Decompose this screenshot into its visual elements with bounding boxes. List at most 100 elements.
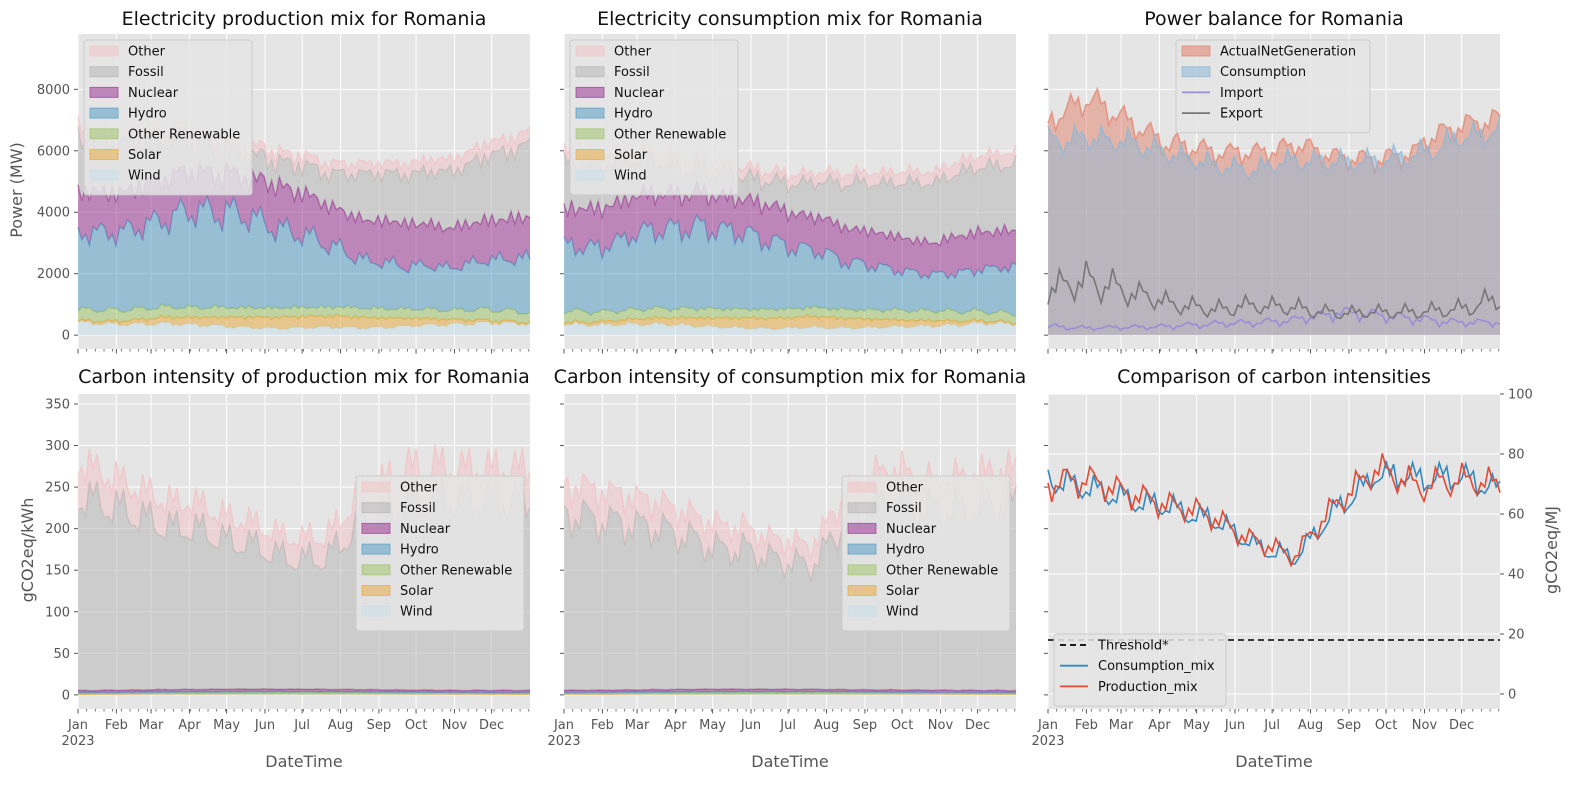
x-tick-label: Mar xyxy=(1109,718,1134,733)
y-tick-label: 2000 xyxy=(37,267,70,282)
line-consumption xyxy=(1047,114,1501,181)
x-tick-label: Mar xyxy=(139,718,164,733)
legend-label-fossil: Fossil xyxy=(128,65,164,80)
y-tick-label: 100 xyxy=(1508,388,1533,403)
ylabel-ci-right: gCO2eq/MJ xyxy=(1542,506,1561,594)
line-consumption-mix xyxy=(1047,459,1501,565)
legend-label-solar: Solar xyxy=(614,148,648,163)
legend-3 xyxy=(355,475,525,632)
x-tick-label: Mar xyxy=(625,718,650,733)
legend-swatch-wind xyxy=(575,169,605,181)
x-tick-label: Dec xyxy=(1449,718,1474,733)
y-tick-label: 250 xyxy=(45,481,70,496)
area-wind xyxy=(564,321,1016,336)
x-tick-label: Jun xyxy=(740,718,761,733)
y-tick-label: 200 xyxy=(45,522,70,537)
legend-label-hydro: Hydro xyxy=(614,107,653,122)
x-tick-label: Oct xyxy=(891,718,913,733)
y-tick-label: 50 xyxy=(53,647,70,662)
area-other-renewable xyxy=(564,692,1016,695)
legend-label-actualnetgeneration: ActualNetGeneration xyxy=(1220,45,1356,60)
title-ci-consumption: Carbon intensity of consumption mix for … xyxy=(554,366,1027,388)
legend-label-other-renewable: Other Renewable xyxy=(886,563,998,578)
x-tick-label: Aug xyxy=(814,718,839,733)
legend-swatch-solar xyxy=(575,149,605,160)
x-tick-label: Dec xyxy=(479,718,504,733)
area-hydro xyxy=(564,691,1016,694)
y-tick-label: 40 xyxy=(1508,568,1525,583)
legend-label-nuclear: Nuclear xyxy=(128,86,179,101)
x-tick-label: Aug xyxy=(1298,718,1323,733)
legend-swatch-solar xyxy=(847,585,877,596)
legend-label-export: Export xyxy=(1220,107,1263,122)
x-tick-label: Nov xyxy=(928,718,954,733)
legend-label-hydro: Hydro xyxy=(886,543,925,558)
legend-2 xyxy=(1175,39,1371,134)
x-tick-label: Jan xyxy=(1037,718,1058,733)
legend-label-consumption-mix: Consumption_mix xyxy=(1098,659,1215,674)
area-consumption xyxy=(1048,115,1500,336)
area-hydro xyxy=(564,214,1016,317)
y-tick-label: 6000 xyxy=(37,144,70,159)
area-other-renewable xyxy=(78,692,530,695)
legend-label-threshold: Threshold* xyxy=(1097,639,1169,654)
legend-label-wind: Wind xyxy=(614,169,647,184)
line-actualnetgeneration xyxy=(1047,86,1501,176)
x-tick-label: 2023 xyxy=(61,734,94,749)
legend-swatch-fossil xyxy=(361,502,391,514)
x-tick-label: Nov xyxy=(442,718,468,733)
legend-1 xyxy=(569,39,739,196)
x-tick-label: Jun xyxy=(1224,718,1245,733)
line-production-mix xyxy=(1047,453,1501,568)
area-nuclear xyxy=(564,181,1016,279)
area-other-renewable xyxy=(78,303,530,325)
legend-label-fossil: Fossil xyxy=(614,65,650,80)
legend-swatch-actualnetgeneration xyxy=(1181,45,1211,57)
area-hydro xyxy=(78,196,530,315)
legend-label-wind: Wind xyxy=(400,605,433,620)
x-tick-label: Feb xyxy=(1075,718,1098,733)
xlabel-ci-production: DateTime xyxy=(265,752,342,771)
legend-label-other-renewable: Other Renewable xyxy=(128,127,240,142)
x-tick-label: Jul xyxy=(293,718,310,733)
x-tick-label: 2023 xyxy=(547,734,580,749)
legend-label-hydro: Hydro xyxy=(400,543,439,558)
y-tick-label: 100 xyxy=(45,605,70,620)
legend-swatch-other xyxy=(847,481,877,493)
legend-label-production-mix: Production_mix xyxy=(1098,680,1198,695)
line-export xyxy=(1047,260,1501,320)
legend-swatch-hydro xyxy=(361,543,391,555)
legend-label-other: Other xyxy=(886,481,924,496)
legend-swatch-solar xyxy=(361,585,391,596)
x-tick-label: Sep xyxy=(367,718,392,733)
y-tick-label: 0 xyxy=(1508,688,1516,703)
legend-label-fossil: Fossil xyxy=(886,501,922,516)
x-tick-label: Jun xyxy=(254,718,275,733)
y-tick-label: 20 xyxy=(1508,628,1525,643)
xlabel-ci-comparison: DateTime xyxy=(1235,752,1312,771)
y-tick-label: 80 xyxy=(1508,448,1525,463)
legend-swatch-other xyxy=(361,481,391,493)
title-ci-comparison: Comparison of carbon intensities xyxy=(1117,366,1431,388)
x-tick-label: Jan xyxy=(67,718,88,733)
legend-label-nuclear: Nuclear xyxy=(886,522,937,537)
legend-label-import: Import xyxy=(1220,86,1263,101)
x-tick-label: 2023 xyxy=(1031,734,1064,749)
line-import xyxy=(1047,306,1501,332)
x-tick-label: Apr xyxy=(664,718,687,733)
legend-5 xyxy=(1053,633,1227,707)
legend-swatch-nuclear xyxy=(575,86,605,98)
legend-label-hydro: Hydro xyxy=(128,107,167,122)
legend-4 xyxy=(841,475,1011,632)
y-tick-label: 350 xyxy=(45,397,70,412)
legend-label-other: Other xyxy=(614,45,652,60)
legend-0 xyxy=(83,39,253,196)
legend-swatch-wind xyxy=(361,605,391,617)
legend-swatch-hydro xyxy=(847,543,877,555)
x-tick-label: Dec xyxy=(965,718,990,733)
x-tick-label: Sep xyxy=(1337,718,1362,733)
legend-label-solar: Solar xyxy=(128,148,162,163)
y-tick-label: 0 xyxy=(62,329,70,344)
x-tick-label: Jan xyxy=(553,718,574,733)
area-solar xyxy=(564,314,1016,330)
